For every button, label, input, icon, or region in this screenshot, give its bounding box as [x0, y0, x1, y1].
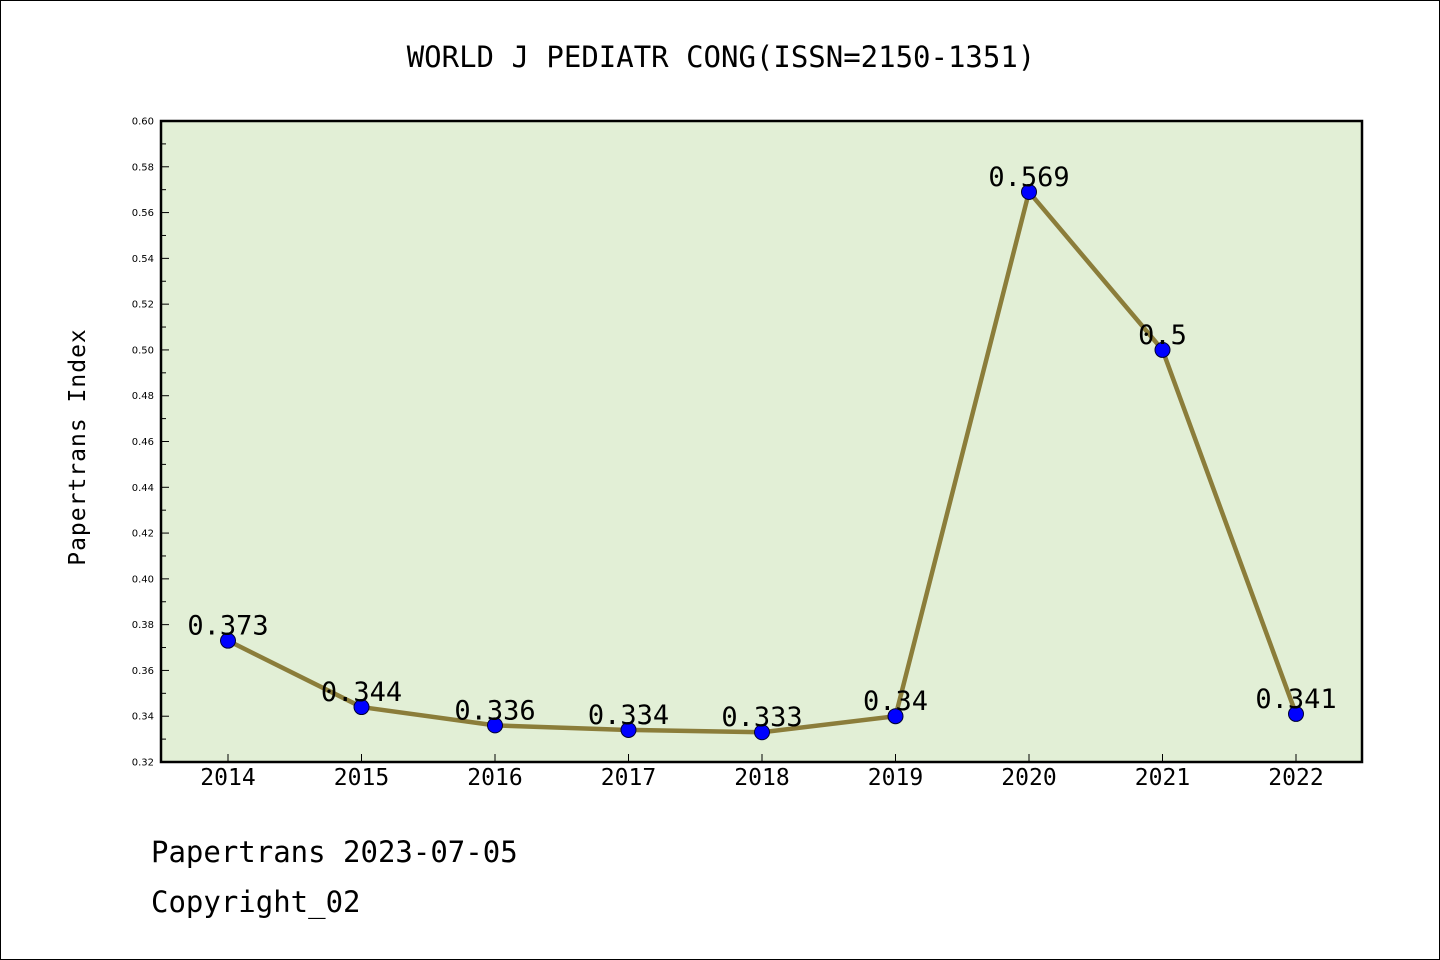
data-label: 0.373 — [187, 611, 268, 642]
data-point — [887, 708, 904, 725]
data-point — [754, 724, 770, 741]
data-point — [1154, 341, 1171, 358]
x-tick-label: 2021 — [1135, 765, 1190, 791]
data-point — [353, 699, 370, 716]
y-tick-label: 0.44 — [132, 483, 154, 494]
y-tick-label: 0.54 — [132, 254, 154, 265]
x-axis: 2014 2015 2016 2017 2018 2019 2020 2021 2022 — [200, 754, 1324, 791]
y-tick-label: 0.60 — [132, 117, 154, 128]
series-papertrans-index: 0.373 0.344 0.336 0.334 0.333 0.34 0.569 0.5 0.3… — [187, 162, 1337, 741]
y-tick-label: 0.58 — [132, 162, 154, 173]
data-label: 0.34 — [863, 686, 928, 717]
data-point — [220, 632, 236, 649]
data-label: 0.336 — [454, 695, 535, 726]
x-tick-label: 2016 — [467, 765, 522, 791]
data-label: 0.5 — [1138, 320, 1187, 351]
data-point — [487, 717, 503, 734]
data-label: 0.341 — [1255, 684, 1336, 715]
y-axis: 0.32 0.34 0.36 0.38 0.40 0.42 0.44 0.46 0.48 0.50… — [132, 117, 169, 769]
x-tick-label: 2014 — [200, 765, 255, 791]
x-tick-label: 2022 — [1268, 765, 1323, 791]
x-tick-label: 2020 — [1001, 765, 1056, 791]
data-point — [1021, 183, 1037, 200]
x-tick-label: 2015 — [334, 765, 389, 791]
y-axis-label: Papertrans Index — [65, 328, 91, 566]
y-tick-label: 0.52 — [132, 300, 154, 311]
footer-copyright: Copyright_02 — [151, 885, 361, 919]
y-tick-label: 0.48 — [132, 391, 154, 402]
data-point — [1288, 705, 1304, 722]
data-label: 0.333 — [721, 702, 802, 733]
y-tick-label: 0.42 — [132, 529, 154, 540]
data-label: 0.334 — [588, 700, 669, 731]
footer-date: Papertrans 2023-07-05 — [151, 835, 518, 869]
x-tick-label: 2018 — [734, 765, 789, 791]
y-tick-label: 0.38 — [132, 620, 154, 631]
data-label: 0.569 — [988, 162, 1069, 193]
y-tick-label: 0.36 — [132, 666, 154, 677]
y-tick-label: 0.34 — [132, 712, 154, 723]
y-tick-label: 0.50 — [132, 345, 154, 356]
data-point — [620, 721, 637, 738]
x-tick-label: 2017 — [601, 765, 656, 791]
y-tick-label: 0.46 — [132, 437, 154, 448]
y-tick-label: 0.32 — [132, 758, 154, 769]
plot-area — [159, 119, 1364, 764]
y-tick-label: 0.56 — [132, 208, 154, 219]
chart-title: WORLD J PEDIATR CONG(ISSN=2150-1351) — [407, 40, 1036, 74]
x-tick-label: 2019 — [868, 765, 923, 791]
data-label: 0.344 — [321, 677, 402, 708]
y-tick-label: 0.40 — [132, 574, 154, 585]
